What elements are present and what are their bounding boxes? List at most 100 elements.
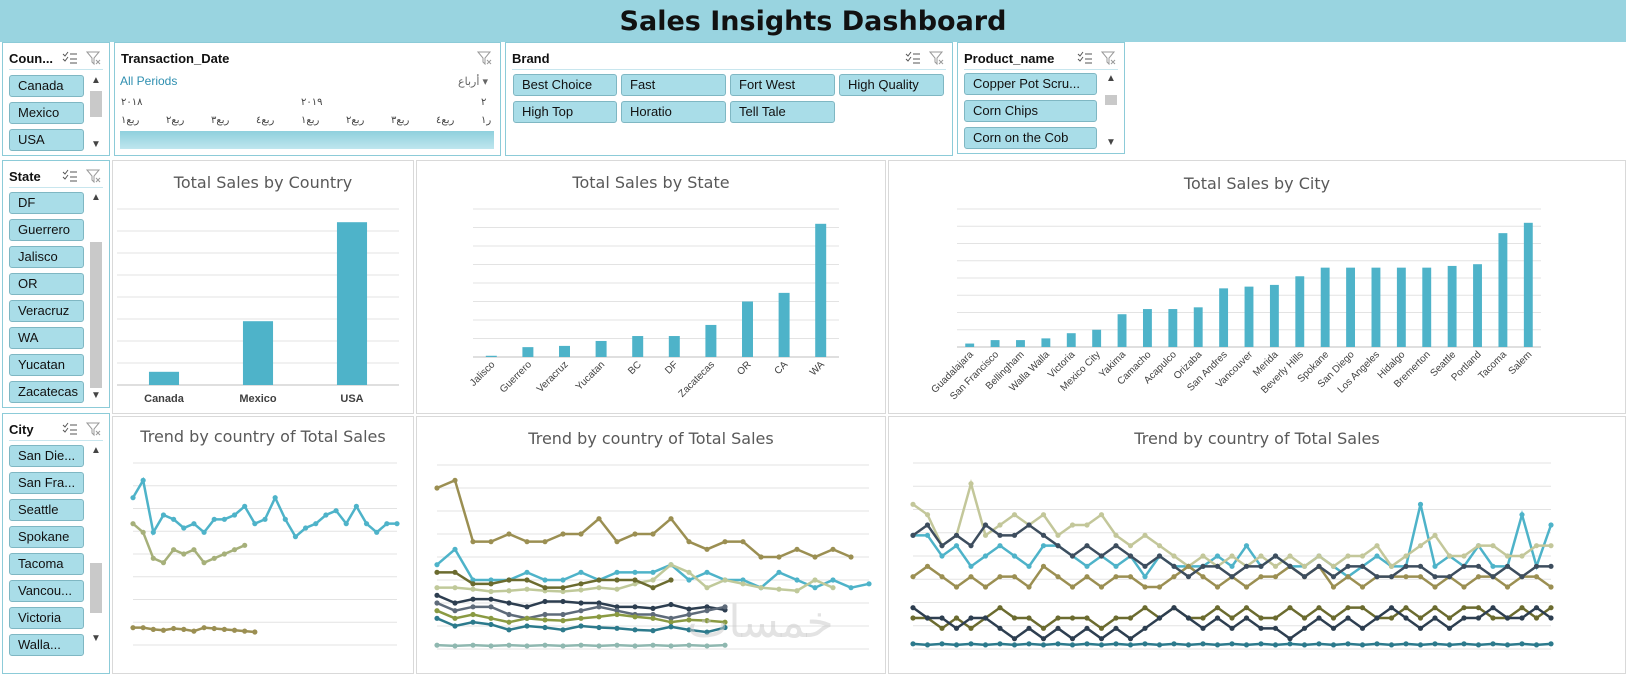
data-point[interactable] [353, 503, 359, 509]
data-point[interactable] [686, 611, 692, 618]
bar[interactable] [1269, 284, 1279, 347]
data-point[interactable] [1388, 615, 1395, 621]
data-point[interactable] [650, 605, 656, 611]
quarter-label[interactable]: ربع٣ [391, 115, 410, 126]
data-point[interactable] [650, 577, 656, 583]
data-point[interactable] [1504, 553, 1511, 559]
data-point[interactable] [1055, 543, 1061, 549]
data-point[interactable] [181, 525, 187, 531]
data-point[interactable] [1171, 605, 1177, 611]
data-point[interactable] [704, 618, 710, 624]
data-point[interactable] [1272, 563, 1279, 569]
data-point[interactable] [506, 577, 512, 583]
bar[interactable] [1346, 267, 1356, 347]
data-point[interactable] [1185, 563, 1192, 569]
data-point[interactable] [1533, 563, 1540, 569]
data-point[interactable] [997, 625, 1003, 631]
data-point[interactable] [434, 608, 440, 614]
data-point[interactable] [704, 569, 710, 575]
quarter-label[interactable]: ربع٤ [256, 115, 275, 126]
data-point[interactable] [650, 615, 656, 621]
data-point[interactable] [1316, 641, 1322, 647]
data-point[interactable] [848, 554, 854, 560]
data-point[interactable] [924, 642, 931, 648]
data-point[interactable] [1040, 625, 1047, 631]
data-point[interactable] [668, 601, 674, 608]
data-point[interactable] [488, 604, 494, 610]
data-point[interactable] [470, 642, 476, 648]
data-point[interactable] [542, 598, 548, 605]
data-point[interactable] [632, 627, 638, 633]
data-point[interactable] [1026, 522, 1032, 528]
clear-filter-icon[interactable] [85, 420, 103, 438]
data-point[interactable] [1345, 641, 1351, 647]
data-point[interactable] [452, 643, 458, 649]
data-point[interactable] [1011, 642, 1018, 648]
scroll-down-icon[interactable]: ▼ [1106, 137, 1116, 148]
data-point[interactable] [1417, 543, 1424, 549]
data-point[interactable] [242, 542, 248, 548]
data-point[interactable] [1461, 553, 1467, 559]
data-point[interactable] [953, 532, 960, 538]
slicer-item[interactable]: Canada [9, 75, 84, 97]
data-point[interactable] [632, 577, 638, 583]
quarter-label[interactable]: ر١ [481, 115, 492, 126]
data-point[interactable] [1432, 615, 1438, 621]
scrollbar[interactable]: ▲ ▼ [89, 192, 103, 402]
data-point[interactable] [982, 642, 989, 648]
data-point[interactable] [578, 623, 584, 629]
data-point[interactable] [292, 534, 299, 540]
data-point[interactable] [488, 621, 494, 628]
data-point[interactable] [560, 611, 566, 618]
data-point[interactable] [1388, 563, 1395, 569]
data-point[interactable] [982, 584, 989, 590]
data-point[interactable] [614, 608, 620, 614]
data-point[interactable] [542, 611, 548, 618]
data-point[interactable] [282, 516, 288, 522]
data-point[interactable] [1287, 553, 1293, 559]
bar[interactable] [1498, 233, 1508, 347]
slicer-item[interactable]: Corn Chips [964, 100, 1097, 122]
data-point[interactable] [614, 642, 620, 648]
data-point[interactable] [686, 539, 692, 545]
data-point[interactable] [1417, 501, 1424, 507]
data-point[interactable] [363, 521, 370, 527]
data-point[interactable] [1403, 553, 1409, 559]
data-point[interactable] [650, 628, 656, 634]
data-point[interactable] [1011, 574, 1018, 580]
data-point[interactable] [1519, 512, 1525, 518]
bar[interactable] [1295, 276, 1305, 347]
data-point[interactable] [1011, 512, 1018, 518]
data-point[interactable] [1330, 615, 1337, 621]
data-point[interactable] [848, 585, 854, 591]
data-point[interactable] [997, 543, 1003, 549]
data-point[interactable] [1490, 641, 1496, 647]
data-point[interactable] [1533, 543, 1540, 549]
data-point[interactable] [1432, 532, 1438, 538]
data-point[interactable] [953, 642, 960, 648]
data-point[interactable] [1229, 625, 1235, 631]
data-point[interactable] [1490, 605, 1496, 611]
data-point[interactable] [1475, 563, 1482, 569]
data-point[interactable] [968, 615, 974, 621]
data-point[interactable] [470, 604, 476, 610]
data-point[interactable] [1200, 563, 1206, 569]
data-point[interactable] [668, 624, 674, 630]
data-point[interactable] [722, 604, 728, 610]
data-point[interactable] [686, 617, 692, 623]
data-point[interactable] [488, 577, 494, 583]
data-point[interactable] [434, 592, 440, 598]
bar[interactable] [1447, 265, 1457, 347]
slicer-item[interactable]: Walla... [9, 634, 84, 656]
data-point[interactable] [812, 577, 818, 583]
data-point[interactable] [1548, 563, 1554, 569]
data-point[interactable] [434, 569, 440, 575]
data-point[interactable] [1446, 625, 1453, 631]
data-point[interactable] [1156, 615, 1163, 621]
data-point[interactable] [596, 577, 602, 583]
data-point[interactable] [1533, 574, 1540, 580]
data-point[interactable] [1156, 584, 1163, 590]
data-point[interactable] [1185, 642, 1192, 648]
data-point[interactable] [160, 512, 167, 518]
data-point[interactable] [1287, 641, 1293, 647]
